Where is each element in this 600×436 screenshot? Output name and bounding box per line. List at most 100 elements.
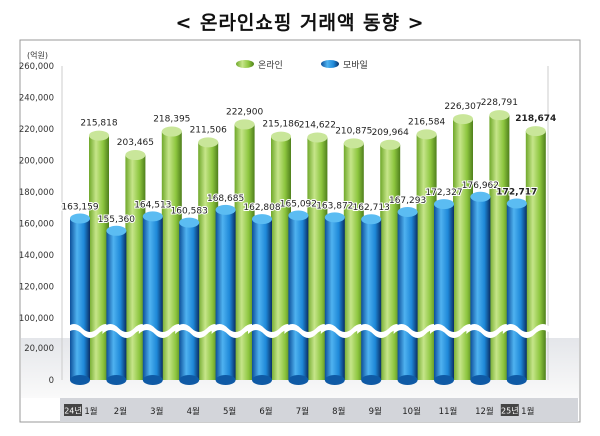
bar-mobile-top xyxy=(70,213,90,224)
y-tick-label: 240,000 xyxy=(19,94,54,104)
x-tick-label: 2월 xyxy=(114,406,127,417)
data-label-mobile: 160,583 xyxy=(171,207,208,217)
bar-mobile-bottom xyxy=(106,375,127,385)
bar-online-top xyxy=(234,119,255,130)
axis-break-wave xyxy=(357,324,406,338)
axis-break-wave xyxy=(66,324,114,338)
bar-mobile xyxy=(434,204,454,380)
legend-label: 온라인 xyxy=(258,60,283,71)
data-label-mobile: 163,159 xyxy=(61,203,98,213)
data-label-online: 203,465 xyxy=(117,138,154,148)
data-label-online: 218,395 xyxy=(153,115,190,125)
axis-break-wave xyxy=(211,324,260,338)
bar-mobile xyxy=(470,196,491,380)
bar-mobile-bottom xyxy=(215,375,236,385)
bar-mobile-top xyxy=(142,211,163,222)
y-tick-label: 200,000 xyxy=(19,157,54,167)
data-label-mobile: 162,808 xyxy=(243,203,280,213)
bar-mobile-top xyxy=(434,199,454,210)
bar-online xyxy=(380,144,401,380)
data-label-mobile: 172,717 xyxy=(496,187,537,197)
y-tick-label: 120,000 xyxy=(19,283,54,293)
data-label-mobile: 168,685 xyxy=(207,194,244,204)
bar-mobile-bottom xyxy=(324,375,345,385)
bar-mobile-top xyxy=(179,217,200,228)
bar-online xyxy=(271,136,291,380)
data-label-mobile: 164,513 xyxy=(134,200,171,210)
bar-mobile-bottom xyxy=(252,375,272,385)
bar-mobile-top xyxy=(361,214,382,225)
x-axis-band xyxy=(60,398,578,422)
bar-online xyxy=(525,131,546,380)
bar-online-top xyxy=(125,150,146,161)
bar-online-top xyxy=(380,139,401,150)
unit-label: (억원) xyxy=(27,50,48,60)
data-label-online: 215,186 xyxy=(262,120,299,130)
data-label-online: 216,584 xyxy=(408,117,445,127)
bar-online xyxy=(89,135,109,380)
bar-mobile xyxy=(397,212,418,380)
bar-online-top xyxy=(453,114,473,125)
bar-mobile-top xyxy=(252,214,272,225)
bar-mobile-bottom xyxy=(397,375,418,385)
legend-swatch xyxy=(236,60,254,68)
bar-mobile-top xyxy=(106,225,127,236)
x-tick-label: 12월 xyxy=(475,406,494,417)
bar-mobile xyxy=(215,209,236,380)
x-tick-label: 1월 xyxy=(521,406,534,417)
bar-mobile xyxy=(324,217,345,380)
bar-online xyxy=(343,143,364,380)
axis-break-wave xyxy=(502,324,551,338)
bar-online-top xyxy=(416,129,437,140)
bar-online xyxy=(125,155,146,380)
bar-mobile-bottom xyxy=(506,375,527,385)
bar-online-top xyxy=(489,110,510,121)
x-tick-label: 7월 xyxy=(296,406,309,417)
bar-mobile-bottom xyxy=(434,375,454,385)
y-tick-label: 260,000 xyxy=(19,62,54,72)
x-tick-label: 9월 xyxy=(369,406,382,417)
bar-mobile-bottom xyxy=(470,375,491,385)
legend-label: 모바일 xyxy=(343,60,368,71)
bar-mobile-bottom xyxy=(70,375,90,385)
data-label-online: 228,791 xyxy=(481,98,518,108)
axis-break-wave xyxy=(175,324,224,338)
bar-mobile xyxy=(252,219,272,380)
bar-mobile xyxy=(361,219,382,380)
bar-online-top xyxy=(271,131,291,142)
data-label-mobile: 167,293 xyxy=(389,196,426,206)
bar-mobile-top xyxy=(324,212,345,223)
data-label-online: 215,818 xyxy=(80,119,117,129)
bar-online xyxy=(453,119,473,381)
x-tick-label: 4월 xyxy=(187,406,200,417)
bar-online xyxy=(161,131,182,380)
bar-online xyxy=(489,115,510,380)
bar-mobile-top xyxy=(506,198,527,209)
bar-online-top xyxy=(161,126,182,137)
axis-break-wave xyxy=(102,324,151,338)
bar-online-top xyxy=(343,138,364,149)
x-tick-label: 3월 xyxy=(150,406,163,417)
bar-mobile xyxy=(142,216,163,380)
x-tick-label: 1월 xyxy=(84,406,97,417)
bar-mobile-top xyxy=(397,207,418,218)
data-label-mobile: 162,713 xyxy=(353,203,390,213)
bar-mobile xyxy=(506,203,527,380)
data-label-mobile: 163,872 xyxy=(316,201,353,211)
bar-mobile-bottom xyxy=(288,375,309,385)
y-tick-label: 20,000 xyxy=(24,344,54,354)
bar-online-top xyxy=(525,126,546,137)
y-tick-label: 100,000 xyxy=(19,314,54,324)
legend-swatch xyxy=(321,60,339,68)
chart-title: < 온라인쇼핑 거래액 동향 > xyxy=(175,12,425,34)
y-tick-label: 220,000 xyxy=(19,125,54,135)
x-tick-label: 10월 xyxy=(402,406,421,417)
axis-break-wave xyxy=(430,324,478,338)
bar-online xyxy=(234,124,255,381)
axis-break-wave xyxy=(393,324,442,338)
year-badge-label: 25년 xyxy=(501,406,519,416)
bar-mobile xyxy=(288,215,309,380)
data-label-online: 209,964 xyxy=(372,128,409,138)
